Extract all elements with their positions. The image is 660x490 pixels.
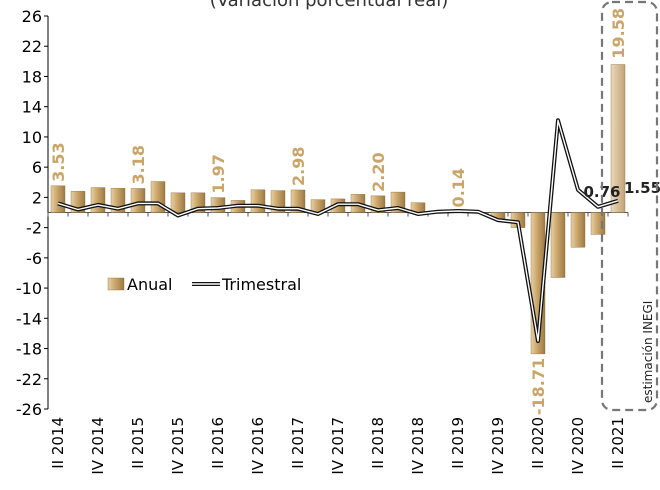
- x-tick-label: IV 2015: [169, 417, 187, 475]
- y-tick-label: 22: [22, 37, 42, 56]
- x-tick-label: II 2016: [209, 417, 227, 469]
- x-tick-label: II 2014: [49, 417, 67, 469]
- bar-anual: [210, 197, 226, 213]
- y-tick-label: 2: [32, 188, 42, 207]
- data-label-anual: 3.18: [129, 145, 148, 184]
- bar-anual: [610, 64, 626, 213]
- y-tick-label: -18: [16, 340, 42, 359]
- bar-anual: [130, 188, 146, 213]
- line-trimestral: [57, 119, 619, 342]
- annotation-layer: estimación INEGI: [600, 0, 659, 412]
- legend-label-anual: Anual: [127, 275, 172, 294]
- data-label-anual: 0.14: [449, 168, 468, 207]
- legend: Anual Trimestral: [107, 275, 301, 294]
- y-tick-label: -26: [16, 400, 42, 419]
- legend-swatch-anual: [107, 277, 125, 291]
- data-label-anual: 2.98: [289, 146, 308, 185]
- bar-anual: [170, 192, 186, 213]
- x-tick-label: IV 2014: [89, 417, 107, 475]
- y-tick-label: -14: [16, 309, 42, 328]
- y-tick-label: 6: [32, 158, 42, 177]
- data-label-trimestral: 0.76: [583, 183, 620, 201]
- legend-label-trimestral: Trimestral: [221, 275, 301, 294]
- data-label-anual: -18.71: [529, 358, 548, 415]
- y-tick-label: -10: [16, 279, 42, 298]
- data-label-trimestral: 1.55: [624, 179, 660, 197]
- y-tick-label: 18: [22, 67, 42, 86]
- labels-layer: 3.53 3.18 1.97 2.98 2.20 0.14 -18.71 19.58 0.76 1…: [49, 8, 660, 415]
- y-tick-label: 10: [22, 128, 42, 147]
- data-label-anual: 2.20: [369, 152, 388, 191]
- bar-anual: [250, 189, 266, 213]
- data-label-anual: 3.53: [49, 142, 68, 181]
- x-tick-label: II 2015: [129, 417, 147, 469]
- bar-anual: [590, 212, 606, 235]
- annotation-text: estimación INEGI: [641, 301, 655, 403]
- chart-title: (Variación porcentual real): [210, 0, 449, 11]
- data-label-anual: 19.58: [609, 8, 628, 59]
- x-tick-label: IV 2016: [249, 417, 267, 475]
- x-tick-label: IV 2018: [409, 417, 427, 475]
- y-tick-label: -2: [26, 219, 42, 238]
- x-tick-label: II 2018: [369, 417, 387, 469]
- x-tick-label: II 2019: [449, 417, 467, 469]
- x-tick-label: II 2020: [529, 417, 547, 469]
- axis-layer: 26 22 18 14 10 6 2 -2 -6 -10 -14 -18 -22 -26 II 2014 IV…: [16, 7, 629, 475]
- bar-anual: [50, 185, 66, 213]
- bar-anual: [90, 187, 106, 213]
- y-tick-label: -22: [16, 370, 42, 389]
- y-tick-label: 26: [22, 7, 42, 26]
- data-label-anual: 1.97: [209, 154, 228, 193]
- x-tick-label: II 2021: [609, 417, 627, 469]
- x-tick-label: IV 2020: [569, 417, 587, 475]
- annotation-box: [600, 0, 659, 412]
- x-tick-label: IV 2019: [489, 417, 507, 475]
- y-tick-label: -6: [26, 249, 42, 268]
- line-layer: [57, 118, 619, 343]
- y-tick-label: 14: [22, 98, 42, 117]
- bar-anual: [570, 212, 586, 248]
- bar-anual: [550, 212, 566, 278]
- x-tick-label: II 2017: [289, 417, 307, 469]
- x-tick-label: IV 2017: [329, 417, 347, 475]
